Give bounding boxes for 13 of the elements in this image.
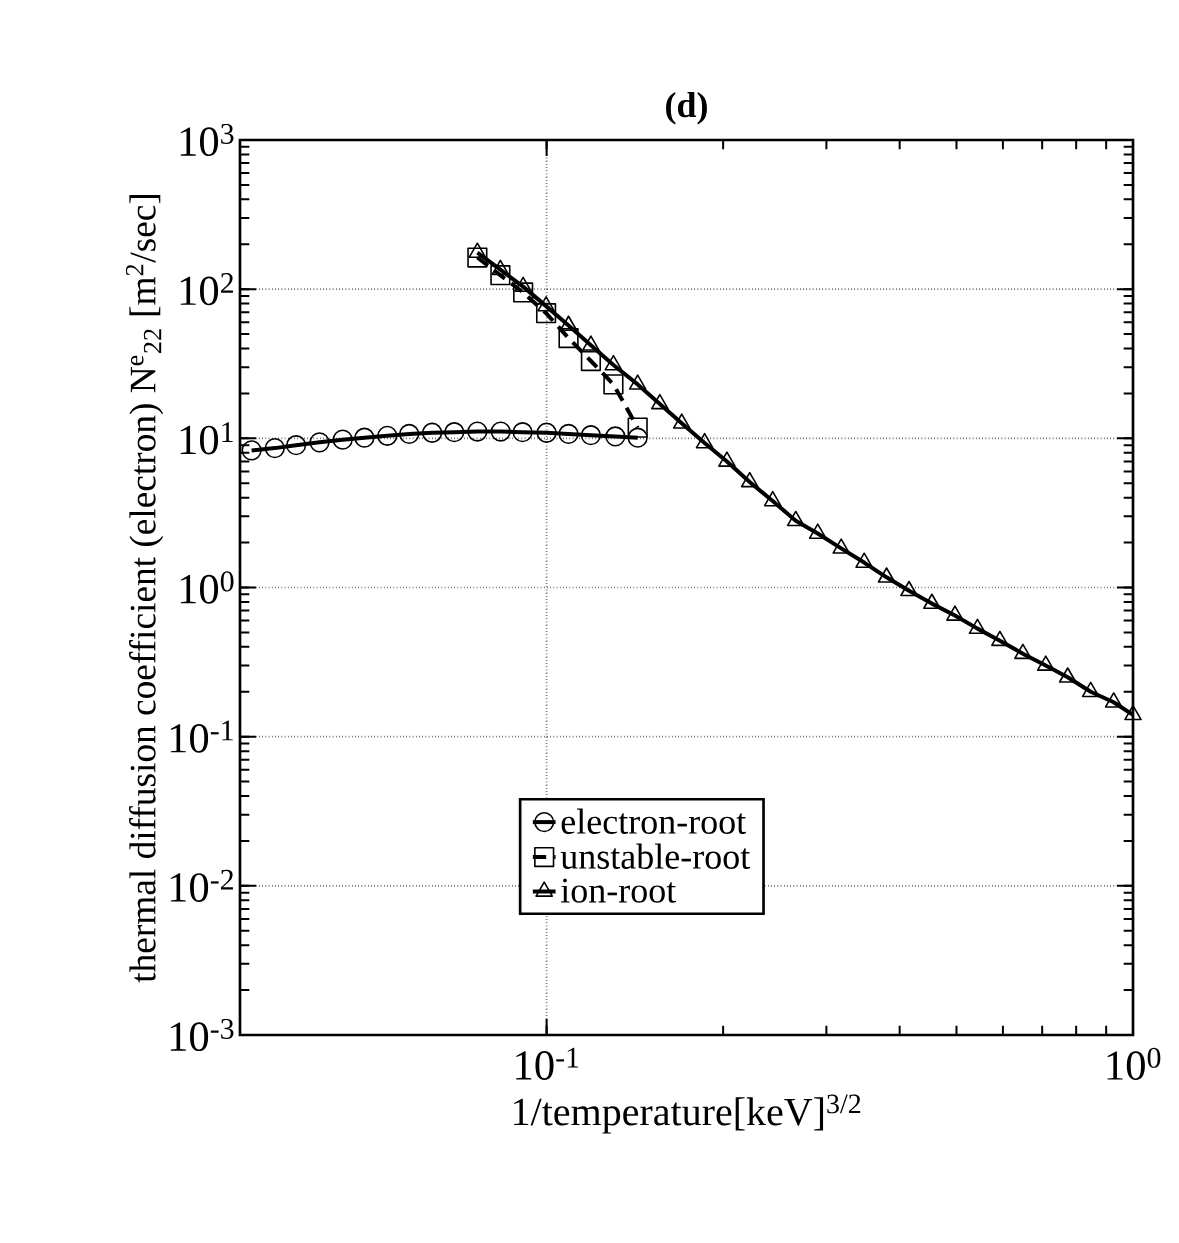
y-tick-label: 10$^{3}$: [180, 123, 234, 157]
legend-label: unstable-root: [560, 843, 750, 869]
y-tick-label: 10$^{-2}$: [170, 869, 233, 902]
y-tick-label: 10$^{0}$: [180, 571, 234, 604]
y-tick-label: 10$^{-1}$: [170, 720, 233, 753]
y-axis-title: thermal diffusion coefficient (electron) N$^{e}$$_{22}$ [m$^{2}$/sec]: [125, 195, 164, 983]
legend-label: ion-root: [561, 878, 677, 903]
y-tick-label: 10$^{-3}$: [170, 1018, 234, 1052]
chart-title: (d): [666, 91, 707, 125]
x-axis-title: 1/temperature[keV]$^{3/2}$: [514, 1094, 861, 1134]
legend-label: electron-root: [561, 808, 746, 834]
y-tick-label: 10$^{2}$: [180, 273, 233, 306]
y-tick-label: 10$^{1}$: [180, 422, 233, 455]
